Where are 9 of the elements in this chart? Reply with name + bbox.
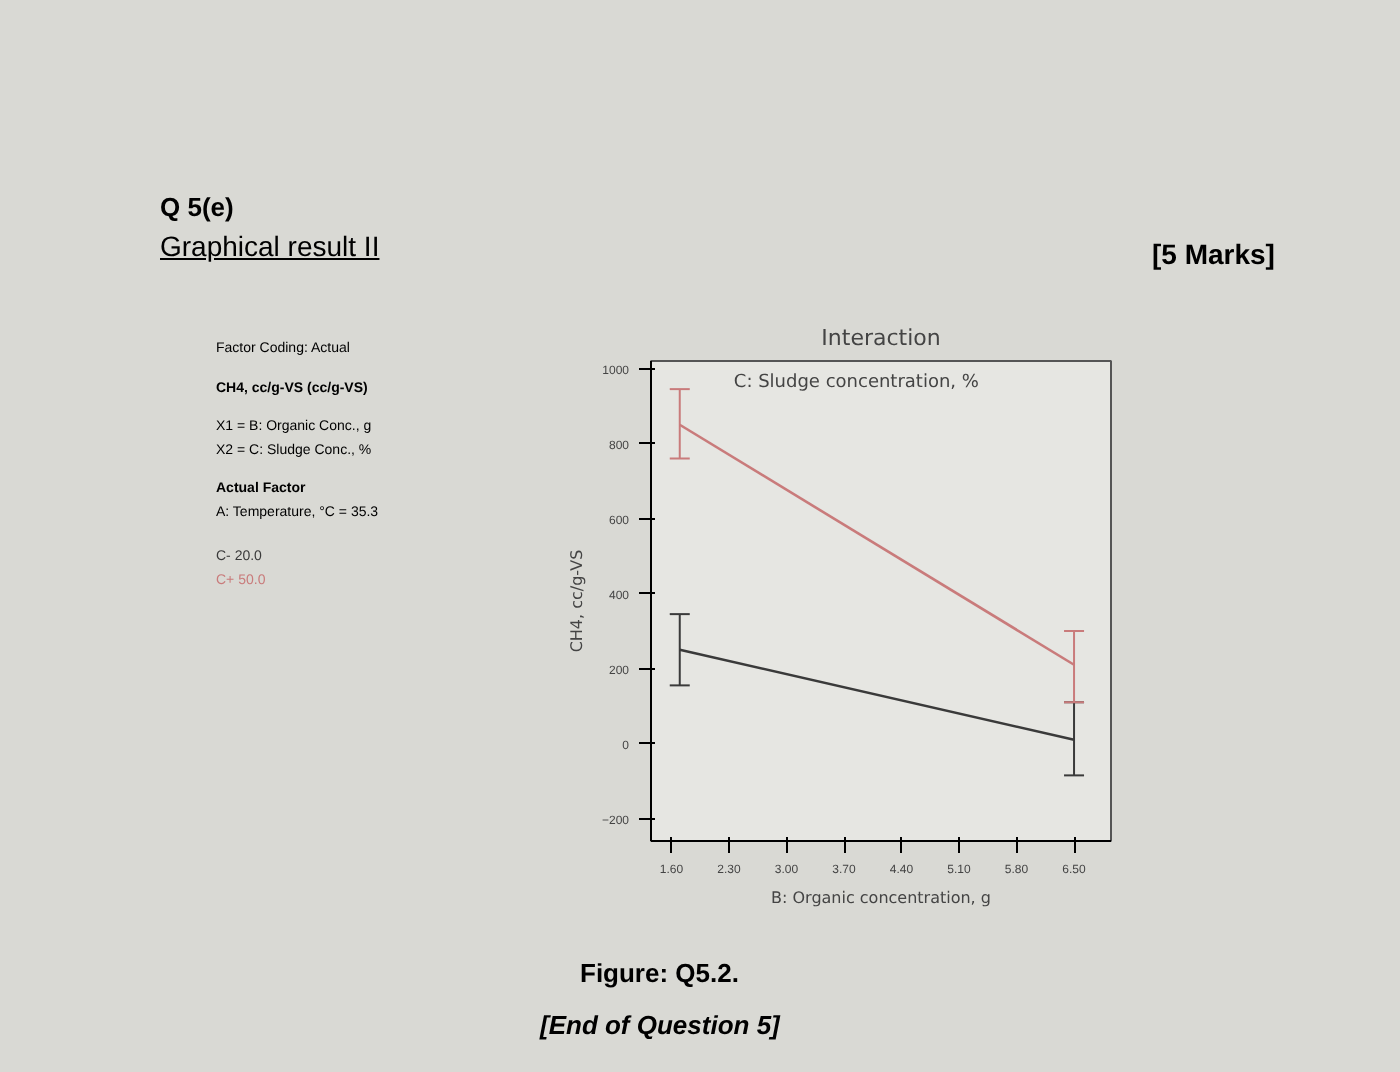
text: [5 Marks]	[1152, 236, 1275, 274]
text: [End of Question 5]	[540, 1008, 780, 1044]
chart-title: Interaction	[821, 325, 941, 351]
text: Graphical result II	[160, 228, 380, 266]
x-axis-title: B: Organic concentration, g	[771, 889, 991, 907]
text: Figure: Q5.2.	[580, 956, 739, 992]
text: C: Sludge concentration, %	[733, 373, 980, 393]
text: Q 5(e)	[160, 190, 234, 226]
y-axis-title: CH4, cc/g-VS	[567, 549, 586, 653]
